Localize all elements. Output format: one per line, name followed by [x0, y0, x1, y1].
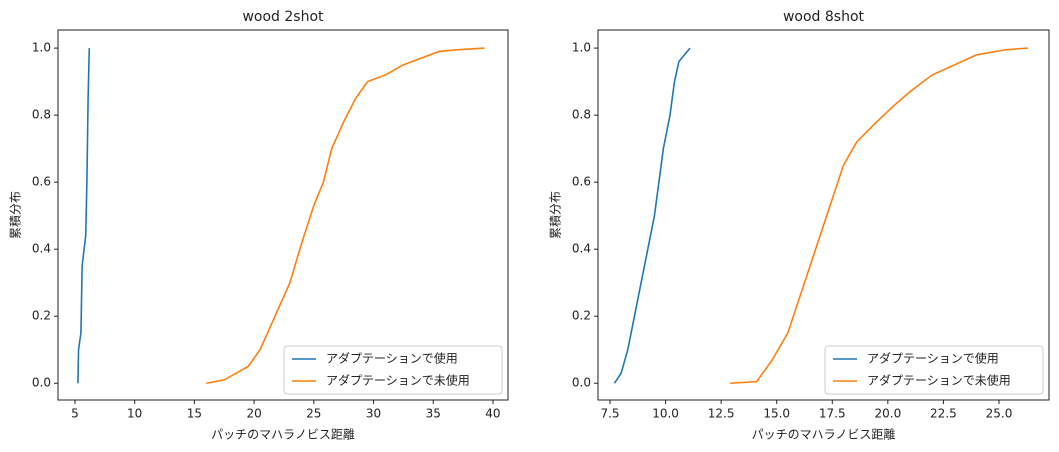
x-tick-label: 20 — [246, 407, 261, 421]
axes-frame — [597, 29, 1050, 401]
x-axis-label: パッチのマハラノビス距離 — [752, 428, 896, 442]
x-tick-label: 17.5 — [819, 407, 846, 421]
y-axis-label: 累積分布 — [8, 191, 23, 239]
y-tick-label: 0.6 — [572, 175, 591, 189]
y-tick-label: 0.4 — [32, 242, 51, 256]
legend-box — [283, 345, 503, 395]
chart-title: wood 8shot — [783, 9, 865, 25]
y-tick-label: 1.0 — [32, 41, 51, 55]
x-tick-label: 12.5 — [708, 407, 735, 421]
y-tick-label: 0.4 — [572, 242, 591, 256]
x-tick-label: 25 — [306, 407, 321, 421]
y-tick-label: 0.8 — [32, 108, 51, 122]
chart-title: wood 2shot — [242, 9, 324, 25]
x-tick-label: 20.0 — [874, 407, 901, 421]
y-tick-label: 0.2 — [32, 309, 51, 323]
x-tick-label: 7.5 — [600, 407, 619, 421]
y-tick-label: 0.0 — [572, 376, 591, 390]
x-tick-label: 10.0 — [652, 407, 679, 421]
data-line — [77, 48, 91, 384]
y-tick-label: 0.0 — [32, 376, 51, 390]
y-tick-label: 0.2 — [572, 309, 591, 323]
x-tick-label: 15 — [187, 407, 202, 421]
data-line — [613, 47, 691, 384]
legend-label: アダプテーションで未使用 — [867, 373, 1011, 388]
axes-frame — [57, 29, 509, 401]
x-tick-label: 5 — [71, 407, 79, 421]
x-tick-label: 40 — [485, 407, 500, 421]
legend-label: アダプテーションで使用 — [867, 351, 999, 366]
legend-label: アダプテーションで使用 — [326, 351, 458, 366]
x-tick-label: 22.5 — [930, 407, 957, 421]
legend-label: アダプテーションで未使用 — [326, 373, 470, 388]
data-line — [729, 47, 1028, 385]
x-axis-label: パッチのマハラノビス距離 — [211, 428, 355, 442]
data-line — [206, 47, 485, 385]
x-tick-label: 35 — [426, 407, 441, 421]
y-axis-label: 累積分布 — [548, 191, 563, 239]
x-tick-label: 30 — [366, 407, 381, 421]
x-tick-label: 10 — [127, 407, 142, 421]
legend-box — [824, 345, 1044, 395]
y-tick-label: 1.0 — [572, 41, 591, 55]
x-tick-label: 15.0 — [763, 407, 790, 421]
x-tick-label: 25.0 — [986, 407, 1013, 421]
y-tick-label: 0.6 — [32, 175, 51, 189]
y-tick-label: 0.8 — [572, 108, 591, 122]
